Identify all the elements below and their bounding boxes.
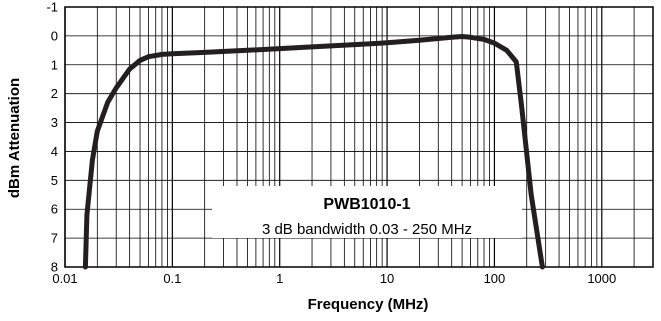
x-tick-label: 1000 — [587, 271, 616, 286]
x-tick-label: 10 — [380, 271, 394, 286]
x-tick-label: 0.01 — [52, 271, 77, 286]
y-tick-label: 5 — [51, 173, 58, 188]
plot-frame — [64, 6, 654, 268]
x-tick-labels: 0.01 0.1 1 10 100 1000 — [52, 271, 616, 286]
annotation-title: PWB1010-1 — [323, 196, 410, 213]
annotation-bandwidth: 3 dB bandwidth 0.03 - 250 MHz — [262, 221, 472, 238]
y-tick-label: 8 — [51, 260, 58, 275]
x-tick-label: 0.1 — [163, 271, 181, 286]
y-tick-label: 0 — [51, 28, 58, 43]
x-axis-title: Frequency (MHz) — [308, 296, 429, 313]
attenuation-curve — [82, 34, 545, 270]
y-axis-title: dBm Attenuation — [6, 78, 23, 198]
y-tick-labels: -1 0 1 2 3 4 5 6 7 8 — [46, 0, 58, 275]
y-tick-label: 3 — [51, 115, 58, 130]
y-tick-label: -1 — [46, 0, 58, 15]
x-tick-label: 100 — [484, 271, 506, 286]
y-tick-label: 6 — [51, 202, 58, 217]
y-tick-label: 7 — [51, 231, 58, 246]
y-tick-label: 4 — [51, 144, 58, 159]
y-tick-label: 1 — [51, 57, 58, 72]
x-tick-label: 1 — [276, 271, 283, 286]
annotation-background — [212, 186, 522, 238]
y-tick-label: 2 — [51, 86, 58, 101]
